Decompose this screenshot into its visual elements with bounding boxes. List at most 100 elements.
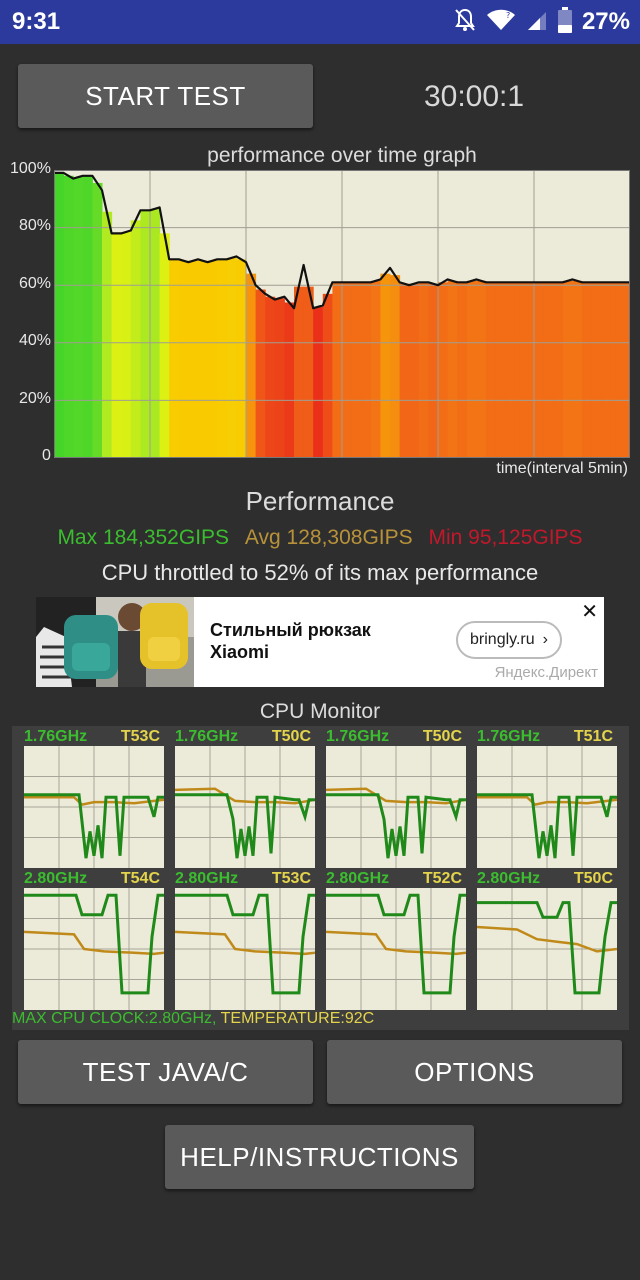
area-segment [582,282,593,458]
area-segment [63,175,74,458]
area-segment [178,260,189,458]
area-segment [495,282,506,458]
area-segment [82,175,93,458]
cpu-monitor-title: CPU Monitor [259,700,381,723]
temperature-line [326,787,466,805]
temperature-line [175,787,315,805]
timer: 30:00:1 [423,80,525,113]
area-segment [140,210,151,458]
wifi-icon: ? [486,8,516,37]
options-button[interactable]: OPTIONS [327,1040,622,1104]
ad-title[interactable]: Стильный рюкзак Xiaomi [210,620,371,662]
area-segment [505,282,516,458]
cpu-footer: MAX CPU CLOCK:2.80GHz, TEMPERATURE:92C [12,1010,374,1028]
area-segment [121,231,132,458]
max-temperature: TEMPERATURE:92C [220,1010,375,1027]
area-segment [130,220,141,458]
core-frequency: 2.80GHz [24,870,88,887]
area-segment [332,282,343,458]
area-segment [428,283,439,458]
area-segment [476,280,487,458]
status-time: 9:31 [12,8,61,35]
max-performance: Max 184,352GIPS [57,526,230,549]
svg-text:?: ? [506,11,510,20]
area-segment [399,283,410,458]
core-graph [175,746,315,868]
close-icon[interactable]: ✕ [581,601,598,623]
core-frequency: 1.76GHz [24,728,88,745]
throttle-text: CPU throttled to 52% of its max performa… [101,560,539,585]
area-segment [342,282,353,458]
x-axis-label: time(interval 5min) [496,460,628,477]
ad-source: Яндекс.Директ [494,664,598,681]
core-frequency: 2.80GHz [175,870,239,887]
performance-line [54,171,630,310]
core-temperature: T50C [573,870,613,887]
area-segment [294,286,305,458]
area-segment [390,275,401,458]
area-segment [274,298,285,458]
area-segment [188,260,199,458]
cpu-core-0: 1.76GHz T53C [24,728,164,868]
area-segment [73,177,84,458]
y-tick-80: 80% [19,217,52,234]
core-frequency: 2.80GHz [477,870,541,887]
status-icons: ? 27% [454,6,630,38]
temperature-line [477,925,617,953]
area-segment [610,282,621,458]
area-segment [514,282,525,458]
core-frequency: 1.76GHz [175,728,239,745]
core-frequency: 2.80GHz [326,870,390,887]
core-graph [477,888,617,1010]
core-graph [326,888,466,1010]
area-segment [601,282,612,458]
temperature-line [326,930,466,956]
core-temperature: T53C [271,870,311,887]
area-segment [255,289,266,458]
area-segment [226,257,237,458]
core-graph [175,888,315,1010]
performance-graph [54,170,630,458]
area-segment [572,280,583,458]
area-segment [246,273,257,458]
area-segment [486,282,497,458]
area-segment [466,280,477,458]
cpu-core-5: 2.80GHz T53C [175,870,315,1010]
frequency-line [175,793,315,859]
start-test-button[interactable]: START TEST [18,64,313,128]
area-segment [111,233,122,458]
battery-icon [557,6,572,38]
y-tick-0: 0 [42,447,51,464]
core-frequency: 1.76GHz [477,728,541,745]
core-temperature: T53C [120,728,160,745]
performance-title: Performance [245,486,395,516]
area-segment [169,259,180,458]
area-segment [159,233,170,458]
cpu-core-2: 1.76GHz T50C [326,728,466,868]
core-frequency: 1.76GHz [326,728,390,745]
area-segment [591,282,602,458]
area-segment [524,282,535,458]
cpu-monitor-panel: 1.76GHz T53C 1.76GHz T50C 1.76GHz T50C 1… [12,726,629,1030]
graph-border [54,170,630,458]
area-segment [553,282,564,458]
area-segment [265,296,276,458]
area-segment [54,172,65,458]
y-tick-20: 20% [19,390,52,407]
area-segment [380,273,391,458]
ad-link-button[interactable]: bringly.ru › [456,621,562,659]
area-segment [562,280,573,458]
help-instructions-button[interactable]: HELP/INSTRUCTIONS [165,1125,474,1189]
frequency-line [477,793,617,859]
cpu-core-3: 1.76GHz T51C [477,728,617,868]
test-java-c-button[interactable]: TEST JAVA/C [18,1040,313,1104]
signal-icon [526,8,548,37]
area-segment [284,302,295,458]
performance-stats: Max 184,352GIPS Avg 128,308GIPS Min 95,1… [0,526,640,550]
area-segment [620,282,630,458]
notifications-off-icon [454,8,476,37]
ad-banner[interactable]: Стильный рюкзак Xiaomi bringly.ru › ✕ Ян… [36,597,604,687]
cpu-core-4: 2.80GHz T54C [24,870,164,1010]
y-tick-60: 60% [19,275,52,292]
core-graph [326,746,466,868]
